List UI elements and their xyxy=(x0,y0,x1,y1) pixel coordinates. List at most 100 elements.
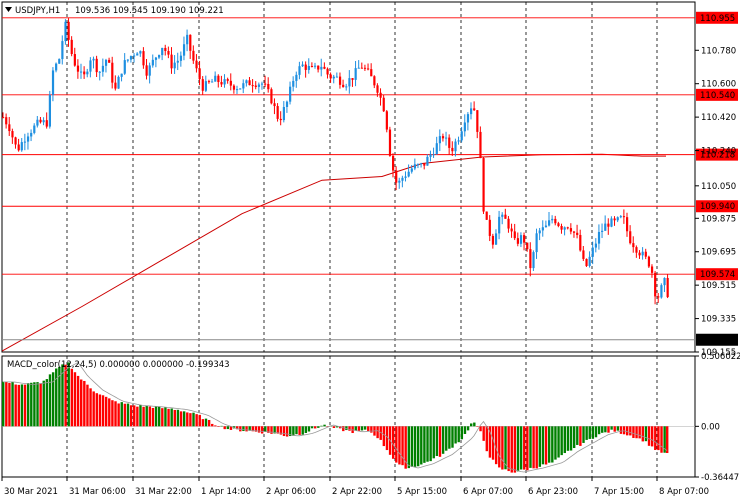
candle-body xyxy=(145,65,148,76)
x-tick-label: 8 Apr 07:00 xyxy=(659,487,709,497)
macd-bar xyxy=(466,426,470,431)
macd-bar xyxy=(129,405,133,427)
candle-body xyxy=(476,110,479,132)
candle-body xyxy=(214,75,217,82)
candle-body xyxy=(632,243,635,248)
vertical-grid xyxy=(66,2,658,477)
x-tick-label: 31 Mar 22:00 xyxy=(135,487,192,497)
candle-body xyxy=(207,81,211,83)
macd-bar xyxy=(151,407,155,427)
macd-bar xyxy=(307,426,311,432)
candle-body xyxy=(404,176,407,178)
macd-bar xyxy=(416,426,420,467)
macd-bar xyxy=(301,426,304,435)
candle-body xyxy=(176,60,179,63)
macd-bar xyxy=(426,426,429,462)
macd-bar xyxy=(413,426,417,467)
candle-body xyxy=(529,249,532,269)
macd-bar xyxy=(607,426,610,433)
x-tick-label: 2 Apr 22:00 xyxy=(332,487,382,497)
y-tick-label: 109.155 xyxy=(701,348,736,358)
candle-body xyxy=(491,235,495,245)
candle-body xyxy=(108,59,111,63)
macd-bar xyxy=(76,375,80,427)
time-axis: 30 Mar 2021 31 Mar 06:00 31 Mar 22:00 1 Apr… xyxy=(1,477,709,497)
macd-tick-label: 0.506022 xyxy=(701,352,740,362)
candle-body xyxy=(292,80,295,87)
macd-bar xyxy=(354,426,357,431)
candle-body xyxy=(454,141,457,152)
candle-body xyxy=(142,51,145,66)
macd-bar xyxy=(170,408,173,427)
macd-bar xyxy=(236,426,239,430)
level-tag xyxy=(696,268,738,281)
macd-axis: 0.506022 0.00 -0.36447 xyxy=(695,352,740,483)
candle-body xyxy=(588,256,591,266)
collapse-triangle-icon[interactable] xyxy=(5,7,12,12)
macd-bar xyxy=(17,384,20,427)
macd-bar xyxy=(423,426,426,463)
macd-bar xyxy=(89,388,92,427)
macd-bar xyxy=(139,405,142,427)
candle-body xyxy=(416,164,420,166)
candle-body xyxy=(563,227,566,230)
candle-body xyxy=(204,81,207,91)
level-tag-label: 110.955 xyxy=(700,14,735,24)
macd-bar xyxy=(585,426,588,440)
macd-bar xyxy=(214,425,217,427)
macd-bar xyxy=(26,383,30,427)
macd-bar xyxy=(572,426,576,449)
candle-body xyxy=(348,78,351,87)
macd-bar xyxy=(519,426,523,470)
candle-body xyxy=(192,50,195,61)
macd-bar xyxy=(126,403,130,427)
macd-bar xyxy=(198,414,201,427)
candle-body xyxy=(610,218,613,227)
macd-bar xyxy=(504,426,507,470)
macd-bar xyxy=(544,426,548,465)
macd-bar xyxy=(588,426,591,439)
macd-bar xyxy=(429,426,432,462)
macd-bar xyxy=(64,364,67,427)
macd-bar xyxy=(576,426,579,445)
candle-body xyxy=(170,54,173,69)
candle-body xyxy=(345,86,348,88)
candle-body xyxy=(607,223,610,227)
x-tick-label: 6 Apr 23:00 xyxy=(528,487,578,497)
candle-body xyxy=(479,131,482,159)
candle-body xyxy=(572,231,576,233)
macd-bar xyxy=(192,412,195,427)
candle-body xyxy=(329,74,332,79)
x-tick-label: 30 Mar 2021 xyxy=(4,487,58,497)
macd-bar xyxy=(638,426,641,439)
macd-bar xyxy=(635,426,638,439)
candle-body xyxy=(211,81,214,83)
candle-body xyxy=(457,140,460,142)
level-tag-label: 110.218 xyxy=(700,151,735,161)
macd-bar xyxy=(179,411,183,427)
macd-bar xyxy=(476,426,479,427)
candle-body xyxy=(45,120,48,127)
macd-bar xyxy=(554,426,557,460)
macd-bar xyxy=(67,362,70,427)
macd-bar xyxy=(120,402,123,427)
macd-bar xyxy=(270,426,273,434)
candle-body xyxy=(232,85,236,90)
macd-bar xyxy=(445,426,448,451)
candles-layer xyxy=(2,18,669,305)
macd-bar xyxy=(133,405,136,427)
candle-body xyxy=(548,220,551,226)
macd-bar xyxy=(485,426,488,452)
candle-body xyxy=(276,106,279,119)
candle-body xyxy=(641,251,644,256)
macd-bar xyxy=(404,426,407,469)
macd-bar xyxy=(610,426,613,430)
macd-bar xyxy=(563,426,566,454)
macd-bar xyxy=(604,426,607,433)
macd-bar xyxy=(8,382,11,427)
macd-bar xyxy=(310,426,314,429)
macd-bar xyxy=(616,426,620,431)
macd-bar xyxy=(161,408,164,427)
macd-bar xyxy=(626,426,629,436)
y-tick-label: 110.050 xyxy=(701,182,736,192)
